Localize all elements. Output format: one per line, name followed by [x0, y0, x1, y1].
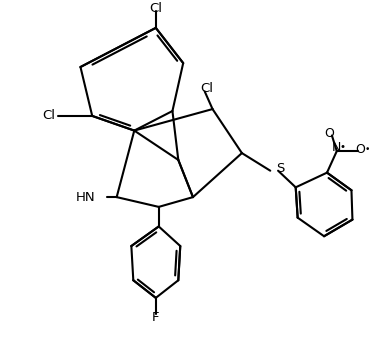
Text: O: O — [355, 143, 365, 156]
Text: HN: HN — [76, 190, 95, 204]
Text: Cl: Cl — [200, 82, 213, 95]
Text: S: S — [276, 162, 285, 175]
Text: •: • — [364, 145, 370, 154]
Text: Cl: Cl — [149, 2, 162, 15]
Text: •: • — [340, 142, 346, 152]
Text: N: N — [332, 141, 341, 154]
Text: Cl: Cl — [42, 109, 55, 122]
Text: F: F — [152, 311, 160, 324]
Text: O: O — [324, 127, 334, 140]
